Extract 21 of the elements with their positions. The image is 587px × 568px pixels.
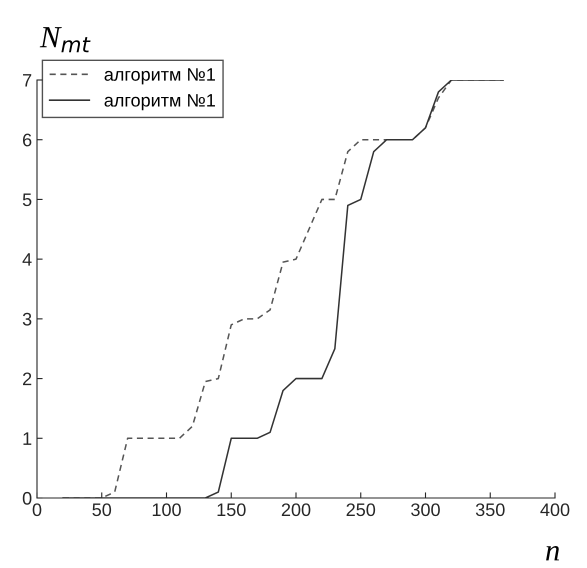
y-tick-label: 5 — [22, 194, 32, 206]
y-tick-label: 4 — [22, 253, 32, 266]
x-tick-label: 350 — [476, 503, 505, 516]
y-axis-title: N$_{mt}$ — [40, 27, 91, 52]
y-tick-label: 6 — [23, 134, 32, 146]
x-tick-label: 50 — [92, 503, 112, 516]
y-tick-label: 3 — [22, 312, 32, 326]
legend-label: алгоритм №1 — [104, 68, 215, 84]
legend-label: алгоритм №1 — [104, 94, 215, 110]
y-tick-label: 7 — [23, 74, 32, 87]
x-axis-title: n — [546, 546, 560, 560]
x-tick-label: 300 — [411, 503, 440, 516]
y-tick-label: 0 — [22, 492, 32, 505]
x-tick-label: 100 — [152, 503, 181, 516]
y-tick-label: 1 — [23, 432, 32, 445]
x-tick-label: 250 — [346, 503, 376, 516]
x-tick-label: 150 — [218, 503, 246, 516]
x-tick-label: 200 — [282, 503, 310, 516]
x-tick-label: 0 — [32, 503, 42, 516]
x-tick-label: 400 — [540, 503, 570, 516]
y-tick-label: 2 — [23, 372, 32, 386]
